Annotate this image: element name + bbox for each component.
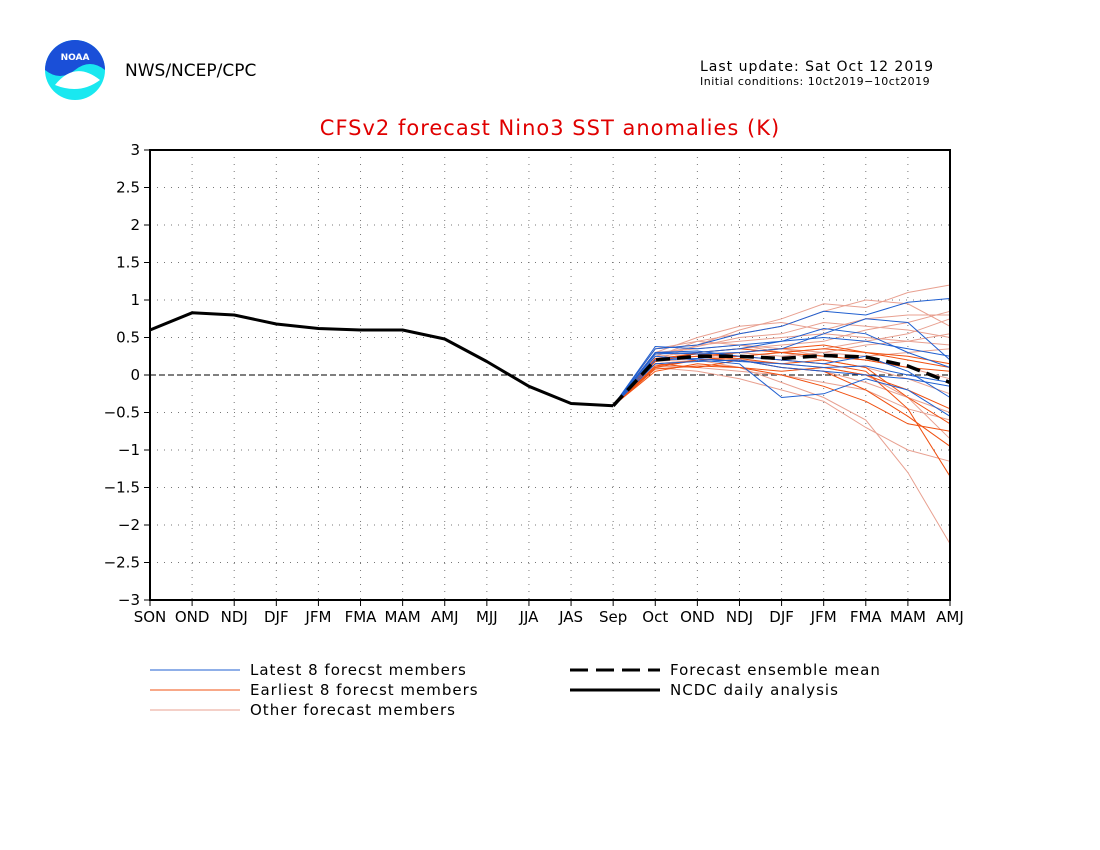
y-tick-label: −2	[118, 516, 140, 534]
chart-title: CFSv2 forecast Nino3 SST anomalies (K)	[320, 116, 780, 140]
noaa-logo: NOAA	[45, 40, 105, 100]
legend-mean-label: Forecast ensemble mean	[670, 661, 881, 679]
y-tick-label: −3	[118, 591, 140, 609]
y-axis-ticks: 3 2.5 2 1.5 1 0.5 0 −0.5 −1 −1.5 −2 −2.5 −3	[104, 141, 150, 609]
x-tick-label: Sep	[599, 608, 627, 626]
x-tick-label: JFM	[304, 608, 331, 626]
x-tick-label: OND	[680, 608, 715, 626]
y-tick-label: −1.5	[104, 479, 140, 497]
x-tick-label: MJJ	[476, 608, 498, 626]
y-tick-label: −2.5	[104, 554, 140, 572]
x-tick-label: JJA	[519, 608, 540, 626]
x-tick-label: DJF	[769, 608, 794, 626]
earliest-member-line	[612, 348, 951, 407]
latest-member-line	[612, 359, 951, 407]
legend-earliest-label: Earliest 8 forecst members	[250, 681, 479, 699]
x-tick-label: MAM	[385, 608, 421, 626]
last-update: Last update: Sat Oct 12 2019	[700, 59, 934, 75]
x-tick-label: FMA	[345, 608, 378, 626]
noaa-logo-top	[45, 40, 105, 76]
x-tick-label: AMJ	[936, 608, 964, 626]
legend-latest-label: Latest 8 forecst members	[250, 661, 467, 679]
main-lines	[149, 311, 951, 408]
latest-member-line	[612, 350, 951, 407]
x-tick-label: NDJ	[221, 608, 248, 626]
earliest-member-line	[612, 363, 951, 432]
latest-member-line	[612, 336, 951, 407]
legend: Latest 8 forecst members Earliest 8 fore…	[150, 661, 881, 719]
noaa-logo-text: NOAA	[61, 53, 90, 63]
y-tick-label: 1	[130, 291, 140, 309]
x-axis-ticks: SON OND NDJ DJF JFM FMA MAM AMJ MJJ JJA JAS Sep Oct O…	[134, 600, 964, 626]
y-tick-label: −1	[118, 441, 140, 459]
legend-analysis-label: NCDC daily analysis	[670, 681, 839, 699]
x-tick-label: MAM	[890, 608, 926, 626]
forecast-members	[612, 284, 951, 545]
y-tick-label: 3	[130, 141, 140, 159]
y-tick-label: 0.5	[116, 329, 140, 347]
x-tick-label: AMJ	[431, 608, 459, 626]
x-tick-label: DJF	[264, 608, 289, 626]
y-tick-label: 0	[130, 366, 140, 384]
x-tick-label: JFM	[810, 608, 837, 626]
x-tick-label: NDJ	[726, 608, 753, 626]
x-tick-label: Oct	[642, 608, 668, 626]
y-tick-label: −0.5	[104, 404, 140, 422]
analysis-line	[149, 311, 614, 408]
agency-label: NWS/NCEP/CPC	[125, 61, 256, 81]
initial-conditions: Initial conditions: 10ct2019−10ct2019	[700, 75, 930, 88]
earliest-member-line	[612, 365, 951, 410]
x-tick-label: SON	[134, 608, 167, 626]
latest-member-line	[612, 298, 951, 407]
x-tick-label: FMA	[850, 608, 883, 626]
noaa-logo-gull	[55, 71, 100, 89]
x-tick-label: JAS	[558, 608, 583, 626]
grid	[150, 150, 950, 600]
legend-other-label: Other forecast members	[250, 701, 456, 719]
y-tick-label: 1.5	[116, 254, 140, 272]
ensemble-mean-line	[611, 353, 951, 407]
y-tick-label: 2.5	[116, 179, 140, 197]
x-tick-label: OND	[175, 608, 210, 626]
y-tick-label: 2	[130, 216, 140, 234]
